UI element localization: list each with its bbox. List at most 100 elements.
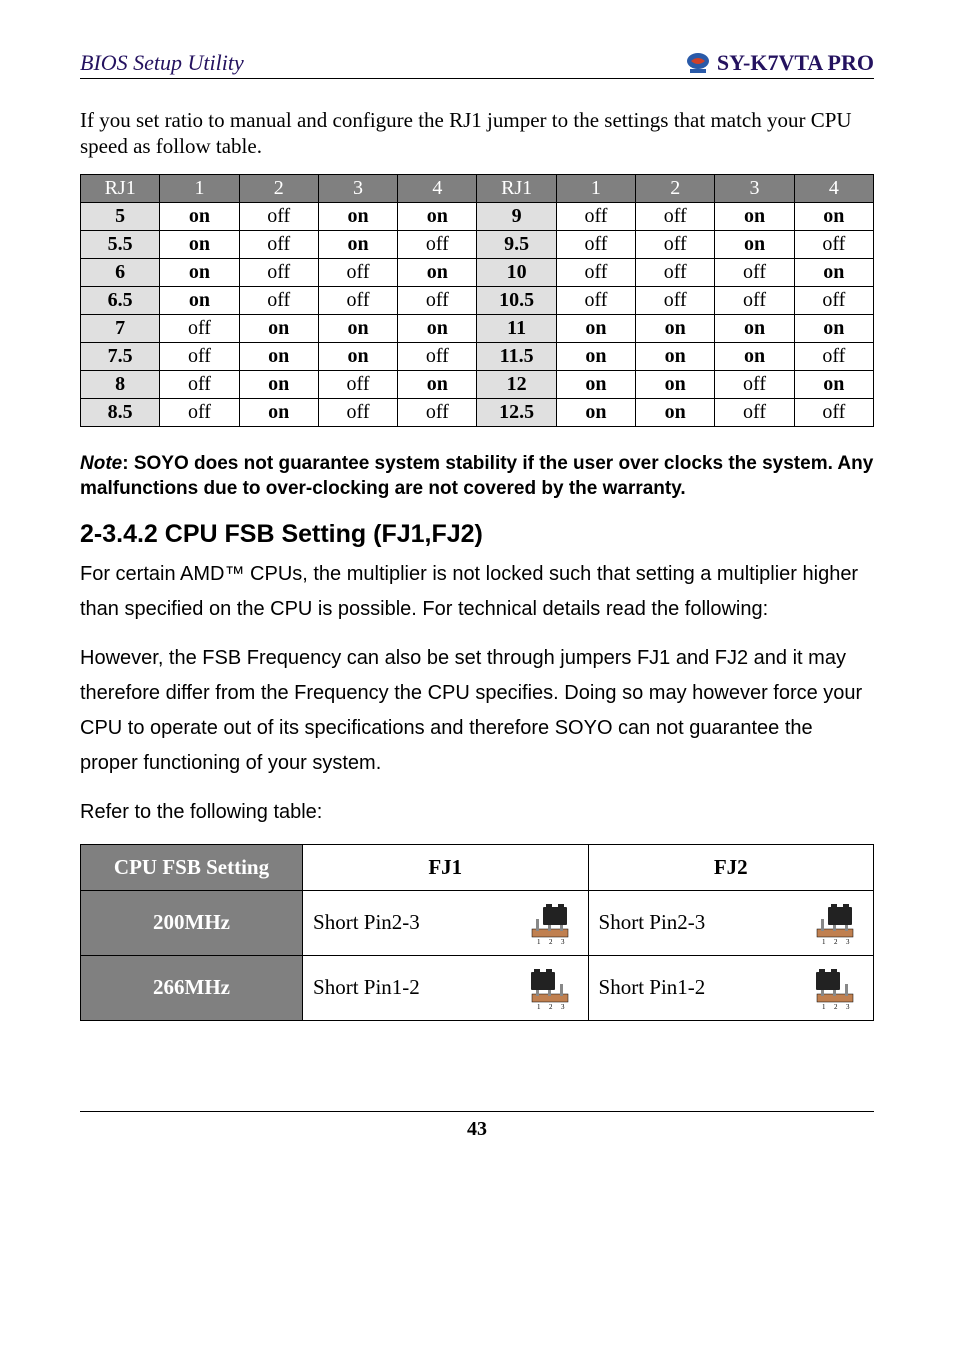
paragraph-3: Refer to the following table: [80, 795, 874, 830]
rj1-cell: off [636, 286, 715, 314]
rj1-cell: off [715, 370, 794, 398]
table-row: 200MHz Short Pin2-3 1 2 3 Short Pin2-3 1 … [81, 890, 874, 955]
rj1-col-header: 3 [715, 174, 794, 202]
rj1-cell: 11.5 [477, 342, 556, 370]
rj1-col-header: 1 [556, 174, 635, 202]
rj1-cell: off [318, 370, 397, 398]
rj1-cell: on [318, 314, 397, 342]
table-row: 8offonoffon12ononoffon [81, 370, 874, 398]
rj1-col-header: RJ1 [477, 174, 556, 202]
rj1-cell: on [160, 286, 239, 314]
rj1-cell: on [556, 314, 635, 342]
note-label: Note [80, 453, 122, 474]
rj1-cell: on [636, 398, 715, 426]
rj1-cell: on [715, 342, 794, 370]
rj1-cell: off [715, 286, 794, 314]
fsb-setting-table: CPU FSB Setting FJ1 FJ2 200MHzShort Pin2… [80, 844, 874, 1021]
rj1-col-header: 2 [636, 174, 715, 202]
rj1-col-header: 4 [794, 174, 873, 202]
rj1-cell: on [239, 370, 318, 398]
fsb-pin-text: Short Pin2-3 [599, 910, 706, 935]
rj1-cell: on [318, 202, 397, 230]
svg-text:3: 3 [561, 938, 565, 945]
jumper-icon: 1 2 3 [528, 901, 572, 945]
rj1-cell: off [715, 258, 794, 286]
rj1-cell: off [794, 230, 873, 258]
rj1-cell: on [160, 202, 239, 230]
rj1-cell: off [794, 398, 873, 426]
rj1-cell: off [636, 230, 715, 258]
rj1-cell: 7 [81, 314, 160, 342]
page-number: 43 [467, 1118, 487, 1140]
rj1-cell: off [239, 202, 318, 230]
fsb-cell: Short Pin1-2 1 2 3 [303, 955, 588, 1020]
rj1-cell: off [160, 398, 239, 426]
svg-text:1: 1 [822, 1003, 826, 1010]
svg-text:1: 1 [537, 1003, 541, 1010]
rj1-cell: 9 [477, 202, 556, 230]
svg-text:3: 3 [561, 1003, 565, 1010]
fsb-row-label: 200MHz [81, 890, 303, 955]
header-model: SY-K7VTA PRO [717, 50, 874, 76]
rj1-jumper-table: RJ11234RJ11234 5onoffonon9offoffonon5.5o… [80, 174, 874, 427]
svg-text:1: 1 [822, 938, 826, 945]
rj1-cell: on [715, 230, 794, 258]
rj1-cell: off [239, 230, 318, 258]
rj1-col-header: 3 [318, 174, 397, 202]
fsb-pin-text: Short Pin2-3 [313, 910, 420, 935]
header-left-title: BIOS Setup Utility [80, 50, 244, 76]
fsb-header-setting: CPU FSB Setting [81, 844, 303, 890]
rj1-cell: off [398, 286, 477, 314]
rj1-cell: on [794, 202, 873, 230]
jumper-icon: 1 2 3 [813, 901, 857, 945]
warranty-note: Note: SOYO does not guarantee system sta… [80, 451, 874, 502]
rj1-cell: 6.5 [81, 286, 160, 314]
jumper-icon: 1 2 3 [528, 966, 572, 1010]
page-content: BIOS Setup Utility SY-K7VTA PRO If you s… [0, 0, 954, 1181]
fsb-pin-text: Short Pin1-2 [599, 975, 706, 1000]
rj1-cell: on [636, 342, 715, 370]
rj1-cell: off [398, 230, 477, 258]
svg-text:2: 2 [834, 1003, 838, 1010]
table-row: 5.5onoffonoff9.5offoffonoff [81, 230, 874, 258]
rj1-col-header: 4 [398, 174, 477, 202]
soyo-logo-icon [685, 52, 711, 74]
intro-text: If you set ratio to manual and configure… [80, 107, 874, 160]
svg-text:3: 3 [846, 1003, 850, 1010]
rj1-cell: on [794, 314, 873, 342]
rj1-cell: 12 [477, 370, 556, 398]
table-row: 6.5onoffoffoff10.5offoffoffoff [81, 286, 874, 314]
rj1-cell: on [794, 258, 873, 286]
rj1-cell: on [318, 342, 397, 370]
rj1-header-row: RJ11234RJ11234 [81, 174, 874, 202]
rj1-cell: 10.5 [477, 286, 556, 314]
rj1-cell: off [398, 398, 477, 426]
table-row: 7offononon11onononon [81, 314, 874, 342]
table-row: 5onoffonon9offoffonon [81, 202, 874, 230]
rj1-col-header: 1 [160, 174, 239, 202]
rj1-cell: 7.5 [81, 342, 160, 370]
header-right: SY-K7VTA PRO [685, 50, 874, 76]
rj1-cell: 5 [81, 202, 160, 230]
rj1-cell: on [239, 342, 318, 370]
rj1-cell: off [794, 286, 873, 314]
svg-text:3: 3 [846, 938, 850, 945]
svg-text:2: 2 [549, 1003, 553, 1010]
rj1-cell: on [160, 258, 239, 286]
rj1-cell: off [239, 258, 318, 286]
rj1-cell: on [160, 230, 239, 258]
rj1-cell: 8 [81, 370, 160, 398]
rj1-cell: on [398, 202, 477, 230]
note-body: : SOYO does not guarantee system stabili… [80, 453, 873, 500]
paragraph-1: For certain AMD™ CPUs, the multiplier is… [80, 557, 874, 627]
paragraph-2: However, the FSB Frequency can also be s… [80, 641, 874, 781]
rj1-cell: 8.5 [81, 398, 160, 426]
rj1-cell: off [318, 398, 397, 426]
rj1-cell: off [636, 202, 715, 230]
rj1-cell: off [556, 202, 635, 230]
table-row: 7.5offononoff11.5onononoff [81, 342, 874, 370]
rj1-col-header: RJ1 [81, 174, 160, 202]
rj1-cell: on [556, 398, 635, 426]
fsb-row-label: 266MHz [81, 955, 303, 1020]
rj1-cell: on [398, 370, 477, 398]
